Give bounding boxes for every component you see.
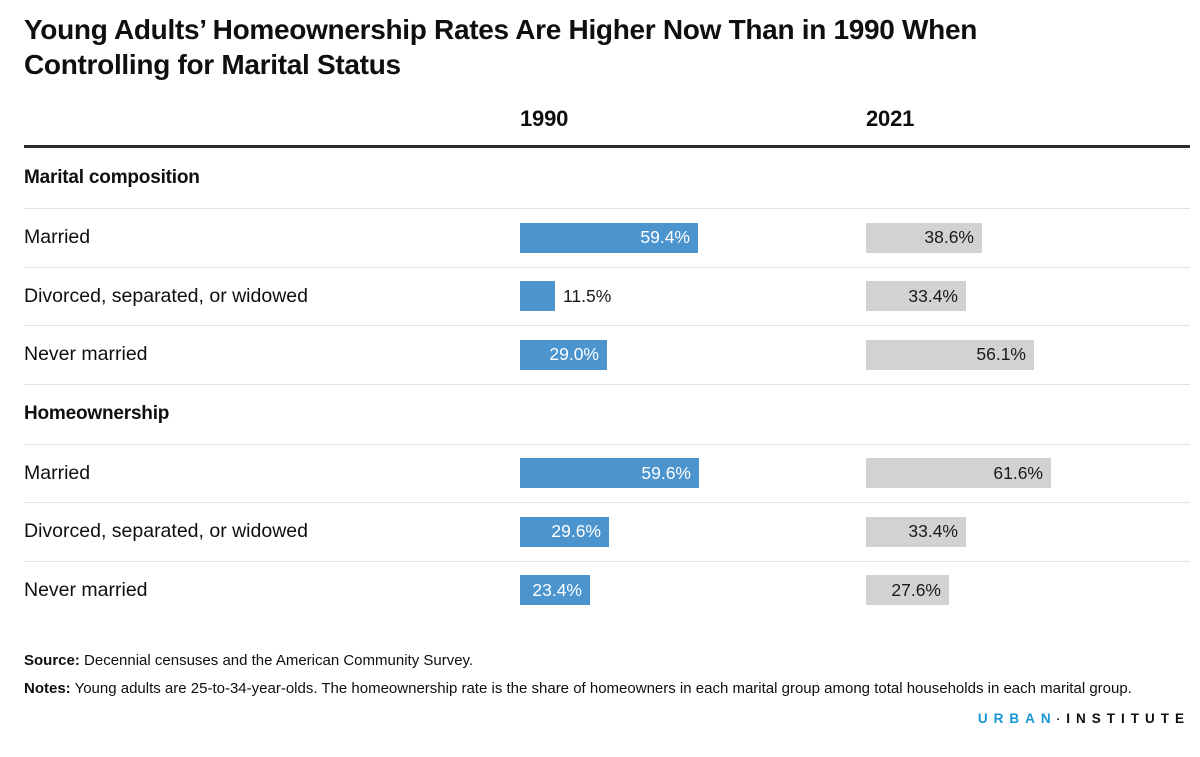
bar-1990: 23.4%	[520, 575, 866, 606]
bar-rect-1990: 59.6%	[520, 458, 699, 489]
page-title-line-2: Controlling for Marital Status	[24, 49, 401, 80]
bar-value-label: 59.4%	[640, 227, 690, 248]
bar-rect-2021: 61.6%	[866, 458, 1051, 489]
table-row-married: Married 59.6% 61.6%	[24, 443, 1190, 503]
bar-1990: 29.6%	[520, 516, 866, 547]
bar-1990: 59.4%	[520, 222, 866, 253]
bar-value-label: 56.1%	[976, 344, 1026, 365]
bar-value-label: 23.4%	[532, 579, 582, 600]
row-label: Married	[24, 226, 91, 249]
logo-dot: ·	[1056, 714, 1067, 726]
bar-2021: 33.4%	[866, 281, 1190, 312]
bar-rect-2021: 56.1%	[866, 339, 1034, 370]
source-label: Source:	[24, 652, 80, 669]
bar-2021: 61.6%	[866, 458, 1190, 489]
footer: Source: Decennial censuses and the Ameri…	[24, 651, 1190, 726]
bar-1990: 11.5%	[520, 281, 866, 312]
bar-rect-2021: 38.6%	[866, 222, 982, 253]
bar-value-label: 11.5%	[563, 285, 612, 306]
chart-table: Marital composition Married 59.4% 38.6% …	[24, 148, 1190, 619]
table-row-never-married: Never married 23.4% 27.6%	[24, 560, 1190, 620]
table-row-never-married: Never married 29.0% 56.1%	[24, 325, 1190, 384]
bar-rect-2021: 33.4%	[866, 516, 966, 547]
column-header-2021: 2021	[866, 106, 915, 131]
bar-value-label: 29.6%	[551, 521, 601, 542]
bar-value-label: 38.6%	[924, 227, 974, 248]
section-header-label: Marital composition	[24, 167, 200, 188]
section-header-label: Homeownership	[24, 403, 170, 424]
notes-label: Notes:	[24, 680, 71, 697]
section-header-homeownership: Homeownership	[24, 383, 1190, 444]
table-row-divorced: Divorced, separated, or widowed 11.5% 33…	[24, 266, 1190, 326]
source-text: Decennial censuses and the American Comm…	[79, 652, 474, 669]
bar-value-label: 61.6%	[993, 462, 1043, 483]
bar-value-label: 59.6%	[641, 462, 691, 483]
bar-2021: 38.6%	[866, 222, 1190, 253]
bar-rect-1990: 29.6%	[520, 516, 609, 547]
bar-1990: 29.0%	[520, 339, 866, 370]
bar-value-label: 27.6%	[891, 579, 941, 600]
bar-rect-2021: 33.4%	[866, 281, 966, 312]
row-label: Never married	[24, 343, 148, 366]
notes-text: Young adults are 25-to-34-year-olds. The…	[70, 680, 1132, 697]
row-label: Divorced, separated, or widowed	[24, 520, 308, 543]
row-label: Married	[24, 461, 91, 484]
section-header-marital-composition: Marital composition	[24, 148, 1190, 208]
bar-value-label: 33.4%	[908, 521, 958, 542]
bar-rect-1990: 29.0%	[520, 339, 607, 370]
row-label: Divorced, separated, or widowed	[24, 284, 308, 307]
page-title: Young Adults’ Homeownership Rates Are Hi…	[24, 10, 1190, 82]
source-note: Source: Decennial censuses and the Ameri…	[24, 651, 1190, 671]
bar-rect-1990: 59.4%	[520, 222, 698, 253]
bar-rect-2021: 27.6%	[866, 575, 949, 606]
logo-urban-text: URBAN	[977, 711, 1057, 726]
notes-note: Notes: Young adults are 25-to-34-year-ol…	[24, 679, 1190, 699]
page-title-line-1: Young Adults’ Homeownership Rates Are Hi…	[24, 14, 978, 45]
urban-institute-logo: URBAN·INSTITUTE	[24, 711, 1190, 726]
bar-2021: 27.6%	[866, 575, 1190, 606]
bar-rect-1990: 23.4%	[520, 575, 590, 606]
bar-1990: 59.6%	[520, 458, 866, 489]
table-row-married: Married 59.4% 38.6%	[24, 208, 1190, 267]
bar-rect-1990	[520, 281, 555, 312]
bar-value-label: 29.0%	[549, 344, 599, 365]
bar-2021: 33.4%	[866, 516, 1190, 547]
bar-value-label: 33.4%	[908, 285, 958, 306]
row-label: Never married	[24, 578, 148, 601]
column-header-1990: 1990	[520, 106, 569, 131]
table-row-divorced: Divorced, separated, or widowed 29.6% 33…	[24, 502, 1190, 561]
column-headers: 1990 2021	[24, 106, 1190, 148]
logo-institute-text: INSTITUTE	[1066, 711, 1190, 726]
bar-2021: 56.1%	[866, 339, 1190, 370]
